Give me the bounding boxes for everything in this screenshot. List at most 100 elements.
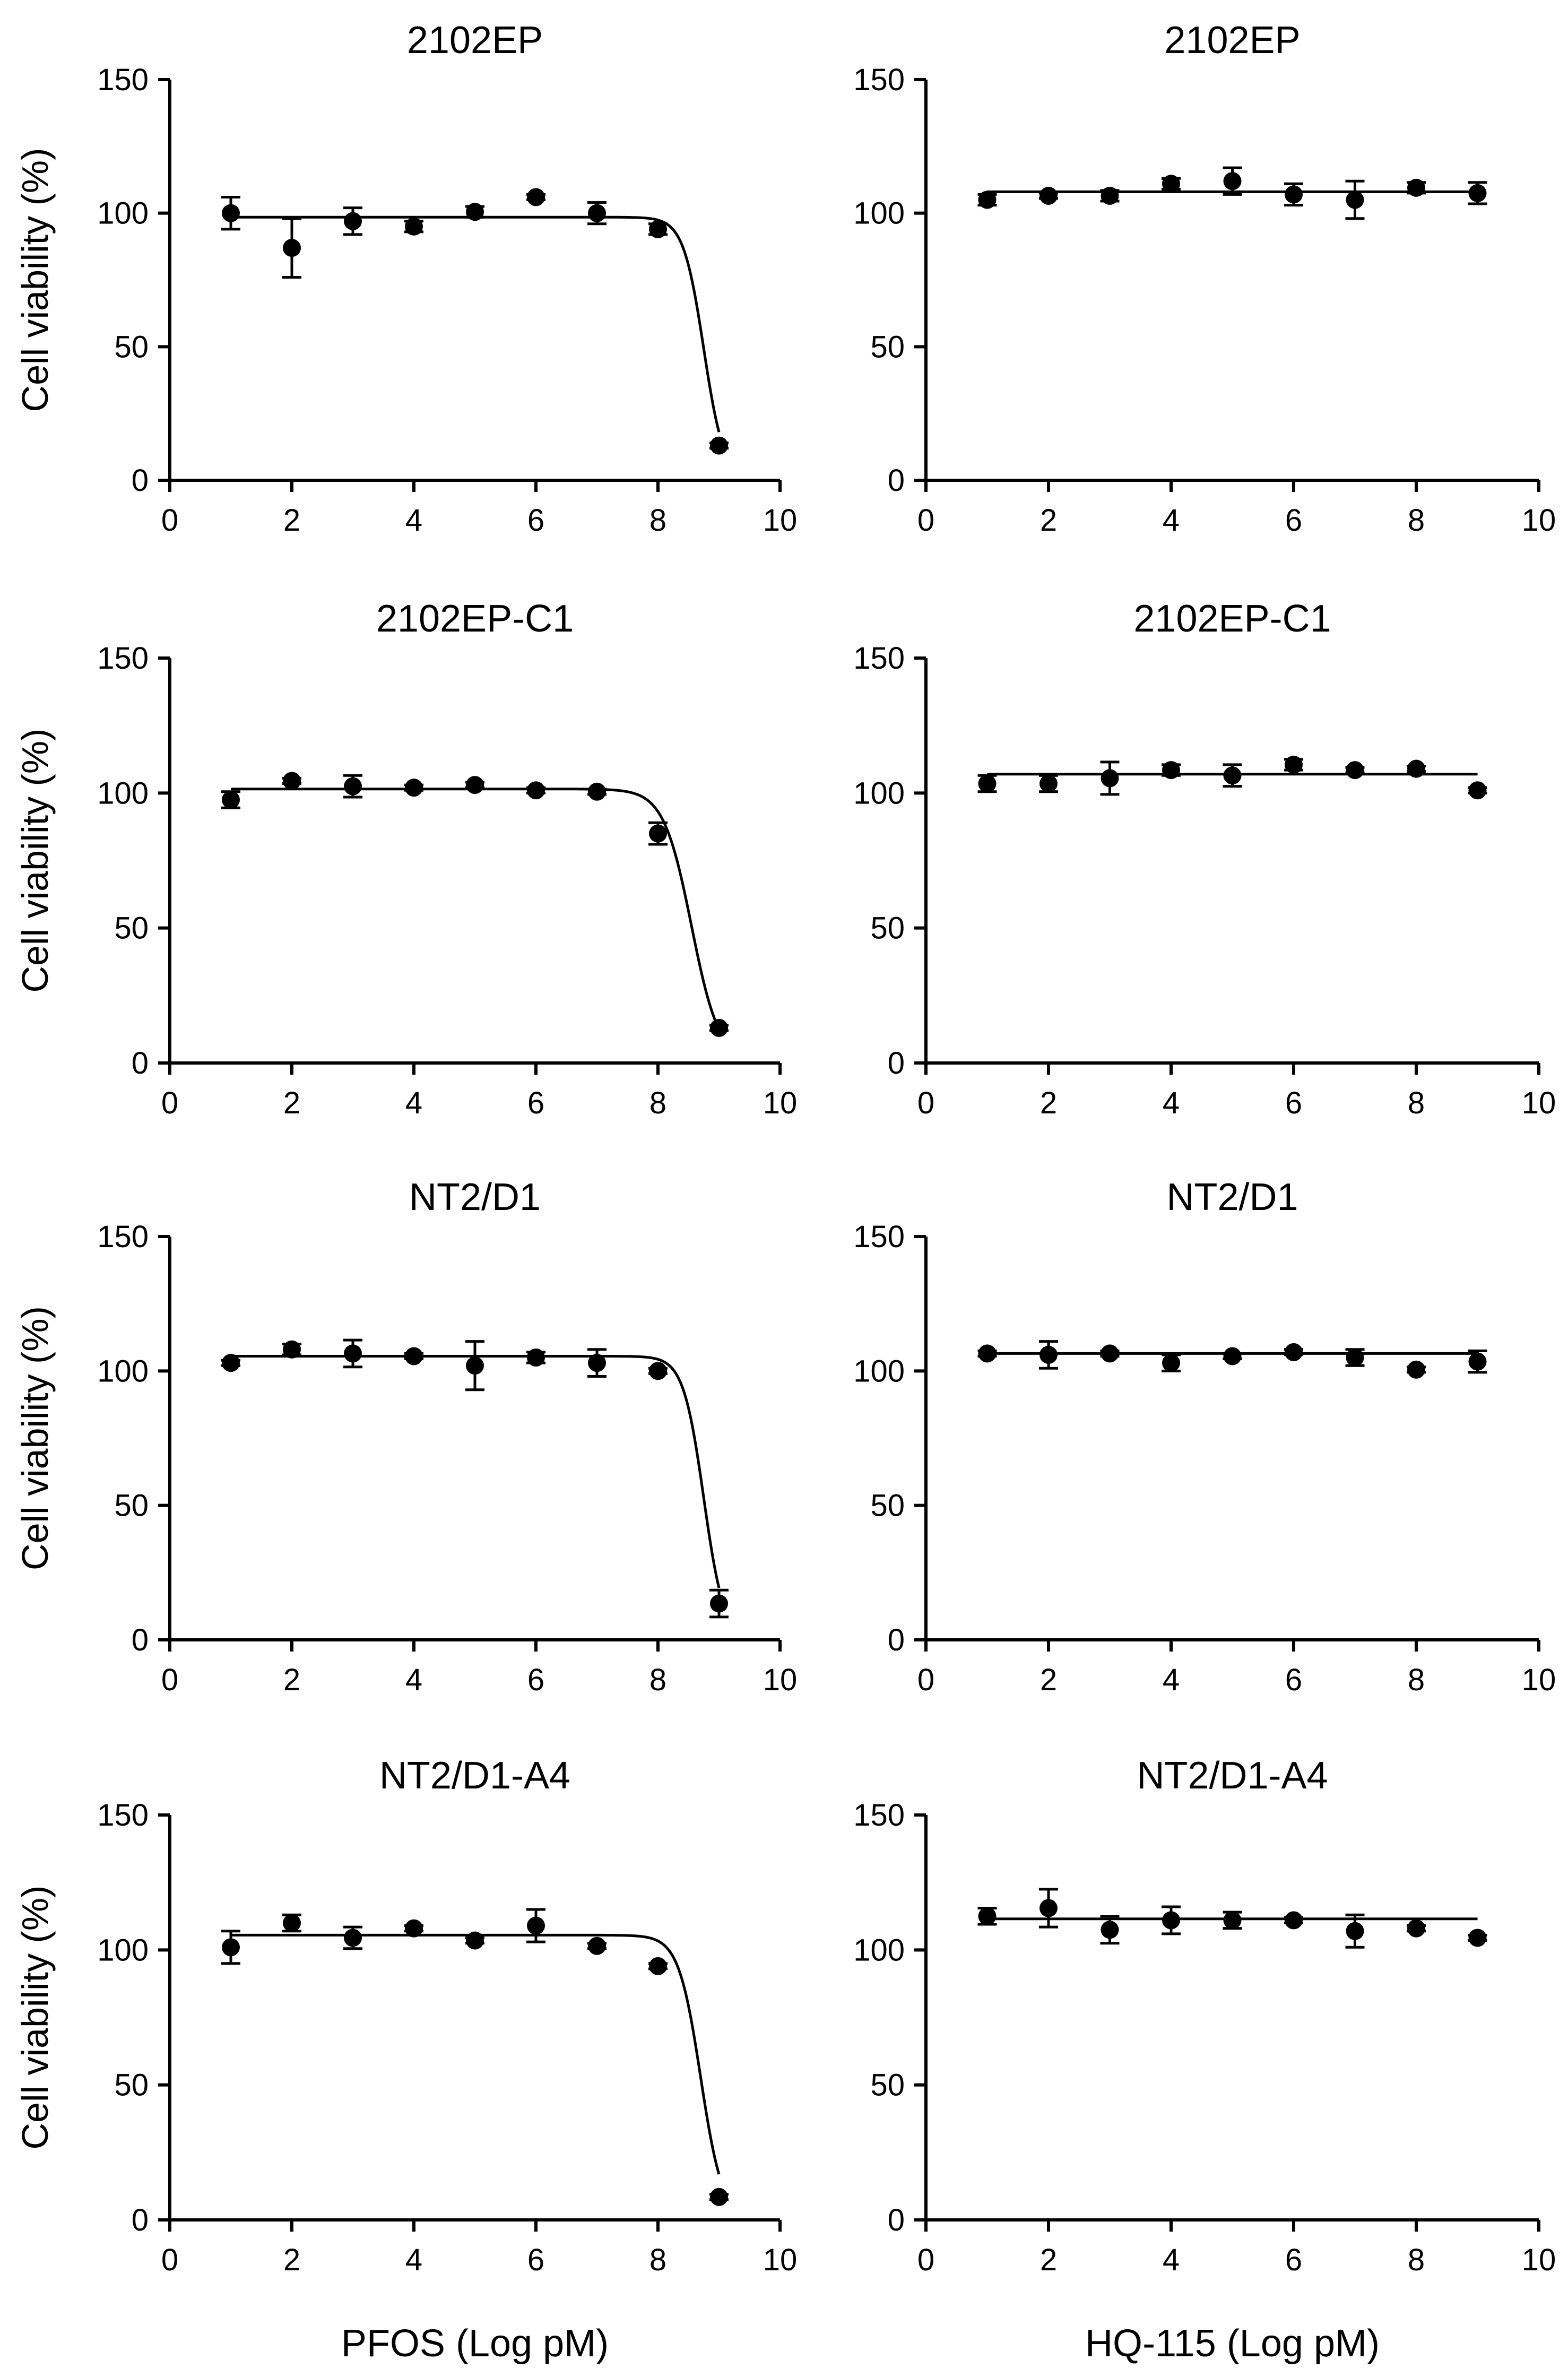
- x-tick-label: 6: [527, 503, 544, 538]
- x-tick-label: 10: [1522, 1663, 1556, 1697]
- x-tick-label: 4: [405, 2243, 422, 2277]
- data-point: [405, 779, 423, 797]
- x-tick-label: 4: [1163, 503, 1180, 538]
- fit-curve: [231, 215, 721, 433]
- x-tick-label: 0: [161, 1663, 178, 1697]
- y-tick-label: 0: [132, 1623, 149, 1657]
- x-tick-label: 2: [283, 1663, 300, 1697]
- x-tick-label: 0: [917, 2243, 934, 2277]
- y-tick-label: 150: [97, 1798, 149, 1833]
- y-tick-label: 0: [888, 2203, 905, 2237]
- data-point: [710, 436, 728, 455]
- x-tick-label: 6: [527, 2243, 544, 2277]
- y-tick-label: 50: [870, 1489, 905, 1523]
- x-tick-label: 6: [527, 1663, 544, 1697]
- x-tick-label: 2: [1040, 1086, 1057, 1120]
- x-tick-label: 4: [405, 1086, 422, 1120]
- x-tick-label: 6: [1285, 1086, 1302, 1120]
- data-point: [283, 772, 301, 790]
- data-point: [1101, 1921, 1119, 1939]
- y-tick-label: 100: [853, 776, 905, 810]
- x-tick-label: 8: [649, 1086, 666, 1120]
- x-tick-label: 6: [1285, 503, 1302, 538]
- data-point: [1101, 1344, 1119, 1363]
- x-tick-label: 2: [283, 503, 300, 538]
- data-point: [1468, 781, 1487, 800]
- data-point: [649, 220, 667, 238]
- data-point: [649, 824, 667, 843]
- x-tick-label: 8: [1408, 1663, 1425, 1697]
- y-tick-label: 50: [114, 1489, 149, 1523]
- data-point: [344, 1929, 362, 1947]
- y-tick-label: 0: [888, 463, 905, 498]
- data-point: [405, 217, 423, 236]
- data-point: [283, 239, 301, 257]
- x-tick-label: 2: [1040, 1663, 1057, 1697]
- y-tick-label: 50: [870, 330, 905, 364]
- data-point: [1039, 774, 1058, 793]
- data-point: [1407, 1360, 1425, 1379]
- x-tick-label: 8: [1408, 1086, 1425, 1120]
- data-point: [1285, 755, 1303, 774]
- data-point: [1101, 186, 1119, 205]
- y-tick-label: 0: [888, 1623, 905, 1657]
- data-point: [710, 1018, 728, 1037]
- y-tick-label: 100: [97, 196, 149, 231]
- data-point: [1285, 1911, 1303, 1930]
- data-point: [978, 774, 997, 793]
- data-point: [283, 1340, 301, 1359]
- data-point: [710, 2188, 728, 2206]
- x-tick-label: 0: [917, 1663, 934, 1697]
- data-point: [1162, 1354, 1180, 1372]
- x-tick-label: 8: [649, 2243, 666, 2277]
- y-tick-label: 0: [888, 1046, 905, 1081]
- data-point: [466, 776, 484, 794]
- y-tick-label: 150: [853, 63, 905, 97]
- x-tick-label: 4: [405, 503, 422, 538]
- y-tick-label: 50: [870, 911, 905, 946]
- data-point: [344, 777, 362, 796]
- y-axis-label: Cell viability (%): [14, 1886, 56, 2150]
- data-point: [527, 1349, 545, 1367]
- data-point: [710, 1594, 728, 1613]
- data-point: [1162, 761, 1180, 780]
- y-tick-label: 50: [114, 330, 149, 364]
- y-tick-label: 50: [114, 911, 149, 946]
- x-tick-label: 2: [283, 2243, 300, 2277]
- y-tick-label: 100: [853, 1354, 905, 1388]
- data-point: [1346, 761, 1364, 780]
- x-tick-label: 0: [161, 2243, 178, 2277]
- fit-curve: [231, 788, 721, 1030]
- x-tick-label: 0: [917, 503, 934, 538]
- x-tick-label: 4: [405, 1663, 422, 1697]
- data-point: [1223, 1911, 1242, 1930]
- x-tick-label: 8: [1408, 503, 1425, 538]
- data-point: [1468, 1352, 1487, 1371]
- data-point: [527, 188, 545, 206]
- y-tick-label: 0: [132, 1046, 149, 1081]
- x-tick-label: 4: [1163, 1663, 1180, 1697]
- data-point: [1468, 184, 1487, 202]
- data-point: [466, 203, 484, 221]
- panel-title: NT2/D1-A4: [379, 1754, 570, 1797]
- data-point: [344, 1344, 362, 1363]
- x-tick-label: 10: [763, 2243, 798, 2277]
- data-point: [405, 1919, 423, 1938]
- y-tick-label: 100: [97, 776, 149, 810]
- data-point: [222, 1354, 240, 1372]
- y-axis-label: Cell viability (%): [14, 729, 56, 993]
- data-point: [588, 1354, 606, 1372]
- data-point: [1223, 1347, 1242, 1365]
- x-tick-label: 6: [1285, 2243, 1302, 2277]
- y-tick-label: 50: [114, 2068, 149, 2103]
- data-point: [588, 204, 606, 222]
- x-tick-label: 2: [283, 1086, 300, 1120]
- y-tick-label: 100: [97, 1933, 149, 1967]
